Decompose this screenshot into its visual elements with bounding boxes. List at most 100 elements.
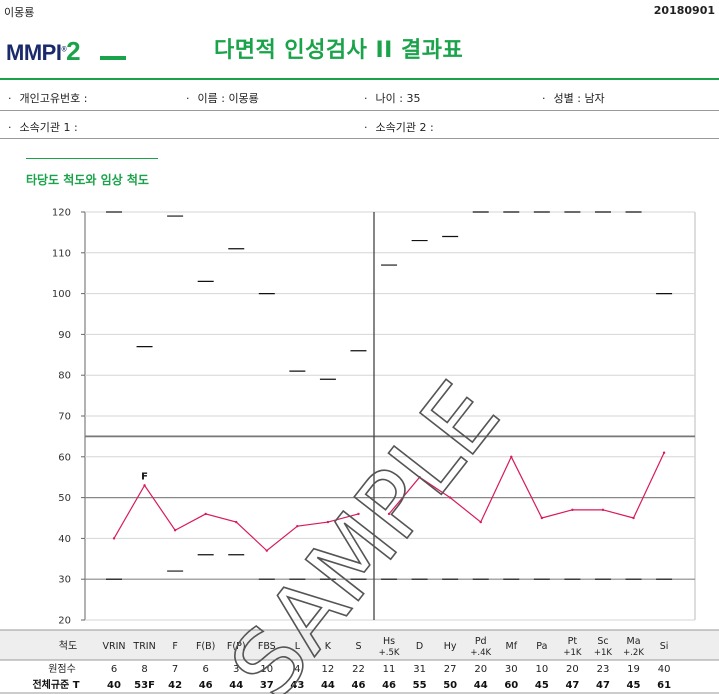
data-point <box>448 496 452 499</box>
raw-score: 27 <box>444 664 457 675</box>
data-point <box>510 455 513 458</box>
section-rule <box>26 158 158 159</box>
scale-name: D <box>416 641 423 652</box>
info-age: · 나이 : 35 <box>364 92 421 105</box>
data-point <box>173 529 177 532</box>
scale-correction: +1K <box>563 648 582 658</box>
logo-text: MMPI <box>6 40 62 65</box>
raw-score: 4 <box>294 664 300 675</box>
scale-name: F <box>172 641 177 652</box>
scale-name: Mf <box>506 641 518 652</box>
y-tick-label: 50 <box>58 493 71 504</box>
raw-score: 6 <box>202 664 208 675</box>
info-id-label: 개인고유번호 : <box>19 92 88 105</box>
y-tick-label: 20 <box>58 616 71 627</box>
t-score: 53F <box>134 680 155 691</box>
logo-mark: ® <box>61 46 67 54</box>
scale-name: TRIN <box>132 641 155 652</box>
t-score: 60 <box>504 680 518 691</box>
row-label-raw: 원점수 <box>48 663 76 675</box>
chart-series: F <box>112 451 666 552</box>
t-score: 47 <box>596 680 610 691</box>
info-top-rule <box>0 78 719 80</box>
y-tick-label: 40 <box>58 534 71 545</box>
t-score: 50 <box>443 680 457 691</box>
scale-correction: +.5K <box>379 648 400 658</box>
t-score: 46 <box>382 680 396 691</box>
logo-bar <box>100 56 126 60</box>
scale-name: F(B) <box>196 641 215 652</box>
data-point <box>112 537 116 540</box>
data-point <box>418 476 421 479</box>
data-point <box>143 484 146 487</box>
t-score: 44 <box>474 680 488 691</box>
t-score: 44 <box>321 680 335 691</box>
scale-name: Hs <box>383 636 395 647</box>
t-score: 47 <box>565 680 579 691</box>
y-tick-label: 60 <box>58 452 71 463</box>
t-score: 43 <box>290 680 304 691</box>
scale-name: Ma <box>627 636 641 647</box>
y-tick-label: 70 <box>58 412 71 423</box>
info-id: · 개인고유번호 : <box>8 92 88 105</box>
raw-score: 3 <box>233 664 239 675</box>
info-org1: · 소속기관 1 : <box>8 121 78 134</box>
scale-name: Si <box>660 641 669 652</box>
raw-score: 22 <box>352 664 365 675</box>
scale-name: Pa <box>536 641 547 652</box>
row-label-scale: 척도 <box>59 640 77 652</box>
report-date: 20180901 <box>653 4 715 17</box>
t-score: 46 <box>352 680 366 691</box>
section-title: 타당도 척도와 임상 척도 <box>26 173 149 187</box>
client-name: 이몽룡 <box>4 6 35 19</box>
y-tick-label: 110 <box>52 248 71 259</box>
t-score: 46 <box>199 680 213 691</box>
scale-name: VRIN <box>102 641 125 652</box>
scale-correction: +.2K <box>623 648 644 658</box>
raw-score: 20 <box>474 664 487 675</box>
y-tick-label: 30 <box>58 575 71 586</box>
t-score: 55 <box>413 680 427 691</box>
info-gender-label: 성별 : 남자 <box>553 92 605 105</box>
point-annotation: F <box>141 471 148 482</box>
data-point <box>662 451 666 454</box>
data-point <box>326 520 330 524</box>
scale-correction: +.4K <box>470 648 491 658</box>
raw-score: 30 <box>505 664 518 675</box>
t-score: 61 <box>657 680 671 691</box>
t-score: 45 <box>627 680 641 691</box>
raw-score: 40 <box>658 664 671 675</box>
chart-limit-marks <box>106 211 673 580</box>
table-header-bg <box>0 630 719 660</box>
data-point <box>479 520 482 524</box>
scale-name: F(P) <box>227 641 246 652</box>
data-point <box>632 516 635 520</box>
data-point <box>204 512 207 516</box>
info-mid-rule <box>0 110 719 111</box>
raw-score: 10 <box>260 664 273 675</box>
info-age-label: 나이 : 35 <box>375 92 421 105</box>
t-score: 44 <box>229 680 243 691</box>
info-bottom-rule <box>0 138 719 139</box>
t-score: 37 <box>260 680 274 691</box>
scale-name: Pd <box>475 636 487 647</box>
info-org2-label: 소속기관 2 : <box>375 121 434 134</box>
chart-grid: 20 30 40 50 60 70 80 90 100 110 120 <box>52 208 696 627</box>
raw-score: 20 <box>566 664 579 675</box>
data-point <box>540 516 544 520</box>
y-tick-label: 90 <box>58 330 71 341</box>
raw-score: 8 <box>141 664 147 675</box>
scale-name: Hy <box>444 641 457 652</box>
info-name-label: 이름 : 이몽룡 <box>197 92 259 105</box>
t-score: 45 <box>535 680 549 691</box>
mmpi2-logo: MMPI®2 <box>6 36 81 67</box>
data-point <box>387 512 391 516</box>
data-point <box>601 508 605 512</box>
info-org2: · 소속기관 2 : <box>364 121 434 134</box>
info-org1-label: 소속기관 1 : <box>19 121 78 134</box>
raw-score: 7 <box>172 664 178 675</box>
report-title: 다면적 인성검사 II 결과표 <box>214 38 464 63</box>
raw-score: 31 <box>413 664 426 675</box>
scale-name: Sc <box>597 636 608 647</box>
raw-score: 12 <box>322 664 335 675</box>
